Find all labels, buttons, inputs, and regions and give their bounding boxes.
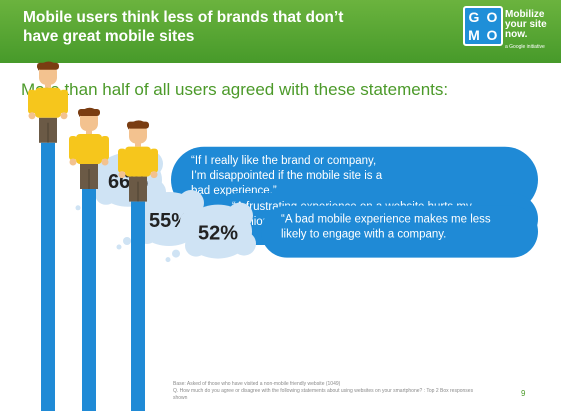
header-banner: Mobile users think less of brands that d… bbox=[0, 0, 561, 63]
logo-byline: a Google initiative bbox=[505, 44, 545, 50]
bar bbox=[82, 189, 96, 411]
logo-tagline: Mobilize your site now. bbox=[505, 10, 561, 40]
footnote-base: Base: Asked of those who have visited a … bbox=[173, 381, 341, 387]
logo-tagline-line: now. bbox=[505, 29, 528, 40]
bar bbox=[41, 142, 55, 411]
percent-label: 55% bbox=[149, 210, 189, 232]
page-number: 9 bbox=[521, 389, 526, 398]
header-title-line-1: Mobile users think less of brands that d… bbox=[23, 9, 344, 26]
logo-letter: O bbox=[486, 27, 498, 43]
header-title: Mobile users think less of brands that d… bbox=[23, 8, 443, 46]
person-figure bbox=[28, 61, 68, 143]
statement-bubble bbox=[261, 205, 538, 258]
header-title-line-2: have great mobile sites bbox=[23, 28, 195, 45]
footnote-question: Q. How much do you agree or disagree wit… bbox=[173, 388, 474, 394]
percent-label: 52% bbox=[198, 223, 238, 245]
statement-text: “A bad mobile experience makes me less bbox=[281, 214, 491, 226]
logo-letter: G bbox=[468, 9, 480, 25]
percent-cloud bbox=[165, 202, 256, 263]
bar bbox=[131, 201, 145, 411]
logo-letter: M bbox=[468, 27, 480, 43]
person-figure bbox=[69, 107, 109, 189]
footnote-shown: shown bbox=[173, 395, 188, 401]
person-figure bbox=[118, 120, 158, 202]
logo-tagline-line: your site bbox=[505, 19, 547, 30]
statement-text: “If I really like the brand or company, bbox=[191, 155, 376, 167]
statement-group: “A bad mobile experience makes me less li… bbox=[118, 120, 538, 411]
chart-title: More than half of all users agreed with … bbox=[21, 80, 449, 99]
statement-text: I’m disappointed if the mobile site is a bbox=[191, 170, 383, 182]
statement-text: likely to engage with a company. bbox=[281, 229, 446, 241]
gomo-logo: G O M O bbox=[463, 6, 503, 46]
logo-tagline-line: Mobilize bbox=[505, 9, 545, 20]
logo-letter: O bbox=[486, 9, 498, 25]
